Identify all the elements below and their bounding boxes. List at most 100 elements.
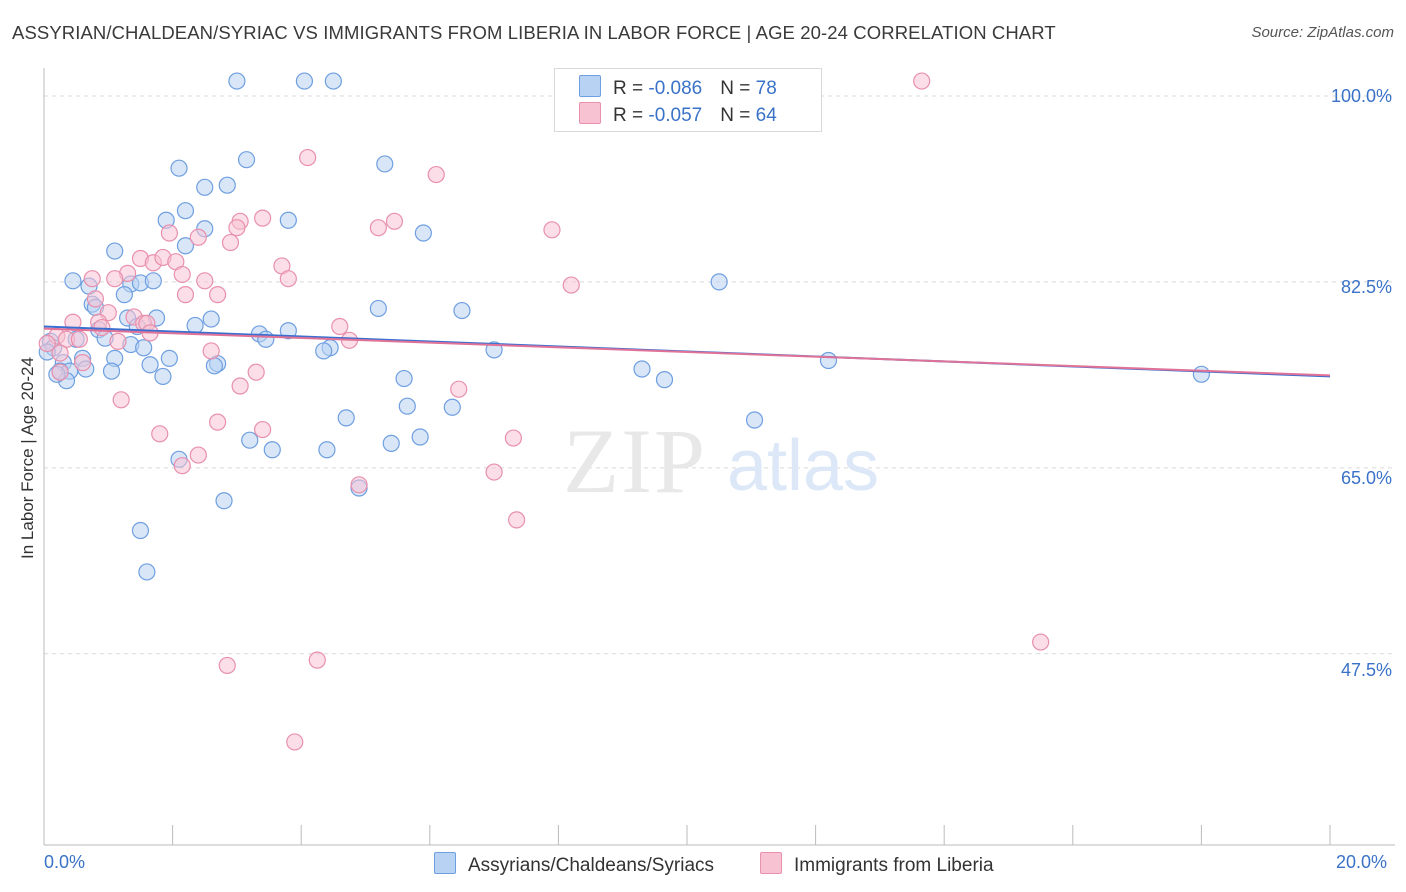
assyrians-point[interactable] xyxy=(453,301,471,320)
liberia-point[interactable] xyxy=(508,511,526,529)
assyrians-point[interactable] xyxy=(318,441,336,459)
series-legend-liberia[interactable]: Immigrants from Liberia xyxy=(760,852,994,877)
assyrians-point[interactable] xyxy=(176,237,195,255)
liberia-point[interactable] xyxy=(247,363,265,381)
liberia-point[interactable] xyxy=(70,330,88,348)
assyrians-point[interactable] xyxy=(819,351,838,370)
assyrians-point[interactable] xyxy=(176,202,195,220)
liberia-point[interactable] xyxy=(218,656,236,675)
assyrians-point[interactable] xyxy=(102,362,121,380)
assyrians-point[interactable] xyxy=(443,398,461,416)
liberia-point[interactable] xyxy=(51,363,69,381)
liberia-point[interactable] xyxy=(160,224,178,242)
assyrians-point[interactable] xyxy=(257,330,275,348)
chart-title: ASSYRIAN/CHALDEAN/SYRIAC VS IMMIGRANTS F… xyxy=(12,22,1056,43)
assyrians-point[interactable] xyxy=(215,492,233,510)
liberia-point[interactable] xyxy=(83,270,101,288)
liberia-point[interactable] xyxy=(106,270,124,288)
assyrians-point[interactable] xyxy=(202,310,220,328)
assyrians-point[interactable] xyxy=(295,72,314,90)
liberia-point[interactable] xyxy=(369,219,387,237)
assyrians-point[interactable] xyxy=(135,339,153,357)
assyrians-point[interactable] xyxy=(398,397,416,415)
liberia-point[interactable] xyxy=(286,733,304,751)
assyrians-point[interactable] xyxy=(376,155,394,173)
assyrians-point[interactable] xyxy=(324,72,342,90)
assyrians-point[interactable] xyxy=(395,369,413,388)
assyrians-point[interactable] xyxy=(141,356,159,374)
liberia-point[interactable] xyxy=(189,228,207,246)
liberia-point[interactable] xyxy=(543,221,561,239)
watermark: ZIP atlas xyxy=(563,410,879,512)
assyrians-point[interactable] xyxy=(196,178,214,196)
liberia-point[interactable] xyxy=(562,276,580,294)
assyrians-point[interactable] xyxy=(263,441,281,459)
assyrians-point[interactable] xyxy=(414,224,432,242)
liberia-point[interactable] xyxy=(254,420,272,439)
assyrians-point[interactable] xyxy=(218,176,236,194)
assyrians-point[interactable] xyxy=(710,273,728,291)
liberia-point[interactable] xyxy=(228,219,246,237)
liberia-point[interactable] xyxy=(450,380,468,398)
assyrians-point[interactable] xyxy=(205,357,223,375)
assyrians-point[interactable] xyxy=(337,409,355,427)
liberia-point[interactable] xyxy=(308,651,326,669)
liberia-point[interactable] xyxy=(196,272,214,290)
assyrians-point[interactable] xyxy=(655,371,674,389)
liberia-point[interactable] xyxy=(51,344,69,362)
liberia-point[interactable] xyxy=(1032,633,1050,651)
assyrians-point[interactable] xyxy=(170,159,188,177)
liberia-point[interactable] xyxy=(504,429,522,447)
assyrians-point[interactable] xyxy=(186,316,204,335)
assyrians-point[interactable] xyxy=(106,242,124,260)
liberia-point[interactable] xyxy=(231,377,249,395)
assyrians-point[interactable] xyxy=(745,411,764,429)
liberia-point[interactable] xyxy=(427,165,445,184)
liberia-point[interactable] xyxy=(913,72,931,90)
liberia-point[interactable] xyxy=(385,212,404,230)
assyrians-point[interactable] xyxy=(64,272,82,290)
assyrians-point[interactable] xyxy=(138,563,156,581)
assyrians-point[interactable] xyxy=(115,286,133,304)
watermark-atlas: atlas xyxy=(727,426,879,506)
liberia-point[interactable] xyxy=(350,476,368,494)
liberia-point[interactable] xyxy=(112,391,130,409)
liberia-point[interactable] xyxy=(73,354,92,372)
liberia-point[interactable] xyxy=(209,286,227,304)
assyrians-point[interactable] xyxy=(315,342,333,360)
assyrians-point[interactable] xyxy=(241,431,259,449)
assyrians-point[interactable] xyxy=(237,151,256,169)
liberia-point[interactable] xyxy=(331,317,349,336)
liberia-point[interactable] xyxy=(173,457,191,475)
liberia-point[interactable] xyxy=(109,332,127,350)
liberia-point[interactable] xyxy=(176,286,195,304)
liberia-point[interactable] xyxy=(38,334,56,353)
assyrians-point[interactable] xyxy=(1192,365,1211,383)
liberia-point[interactable] xyxy=(86,290,105,308)
assyrians-point[interactable] xyxy=(144,272,162,290)
liberia-point[interactable] xyxy=(202,342,220,360)
liberia-point[interactable] xyxy=(221,233,240,252)
assyrians-point[interactable] xyxy=(279,211,297,229)
assyrians-point[interactable] xyxy=(369,299,387,318)
assyrians-point[interactable] xyxy=(154,367,172,386)
liberia-point[interactable] xyxy=(299,148,317,167)
liberia-point[interactable] xyxy=(485,463,503,481)
assyrians-point[interactable] xyxy=(131,521,150,540)
assyrians-point[interactable] xyxy=(633,360,651,378)
liberia-point[interactable] xyxy=(189,446,207,464)
liberia-point[interactable] xyxy=(173,265,191,284)
liberia-point[interactable] xyxy=(279,270,297,288)
series-liberia-points xyxy=(38,72,1050,751)
liberia-point[interactable] xyxy=(254,209,272,227)
assyrians-point[interactable] xyxy=(382,434,400,452)
liberia-point[interactable] xyxy=(209,413,227,431)
assyrians-point[interactable] xyxy=(160,349,178,367)
assyrians-point[interactable] xyxy=(411,428,429,446)
series-legend-label: Immigrants from Liberia xyxy=(794,855,994,876)
assyrians-point[interactable] xyxy=(228,72,246,90)
series-legend-assyrians[interactable]: Assyrians/Chaldeans/Syriacs xyxy=(434,852,714,877)
assyrians-point[interactable] xyxy=(279,322,297,340)
liberia-point[interactable] xyxy=(151,425,169,443)
